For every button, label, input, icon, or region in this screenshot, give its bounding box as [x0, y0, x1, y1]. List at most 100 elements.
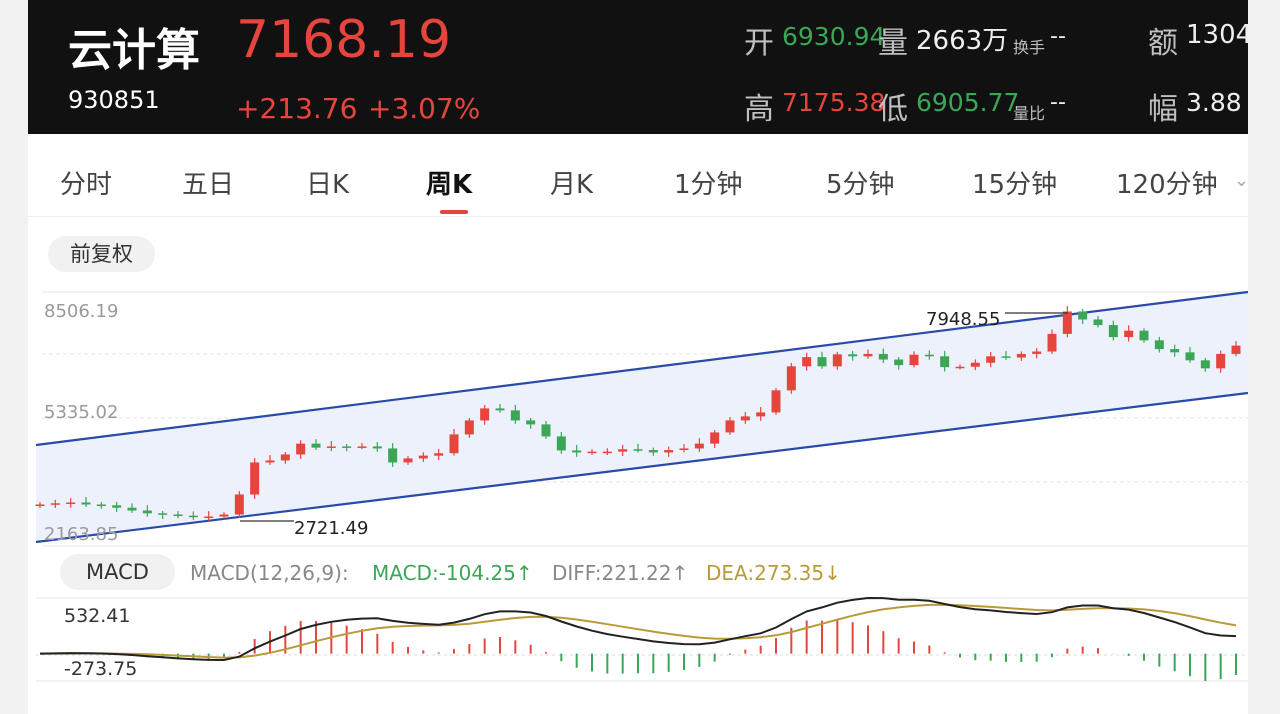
candle-body: [648, 450, 658, 453]
tab-120min[interactable]: 120分钟: [1116, 170, 1218, 200]
candle-body: [556, 436, 566, 451]
candle: [970, 359, 980, 371]
candle: [96, 502, 106, 509]
candle: [1200, 357, 1210, 372]
candle-body: [127, 507, 137, 511]
tab-weekly-k[interactable]: 周K: [426, 170, 473, 200]
candle: [234, 491, 244, 518]
quote-header: 云计算 7168.19 930851 +213.76 +3.07% 开 6930…: [28, 0, 1248, 134]
candle: [786, 362, 796, 394]
macd-indicator-button[interactable]: MACD: [60, 554, 175, 590]
candle: [188, 511, 198, 520]
candle-body: [81, 502, 91, 505]
tab-5min[interactable]: 5分钟: [826, 170, 895, 200]
candle: [648, 447, 658, 456]
candle: [464, 417, 474, 438]
macd-axis-top: 532.41: [64, 605, 130, 627]
index-code: 930851: [68, 86, 160, 114]
candle-body: [234, 494, 244, 515]
candle: [909, 351, 919, 368]
candle-body: [434, 453, 444, 456]
price-axis-top: 8506.19: [44, 301, 118, 322]
candle: [418, 452, 428, 462]
high-value: 7175.38: [782, 88, 886, 117]
candle-body: [572, 450, 582, 453]
price-axis-bottom: 2163.85: [44, 524, 118, 545]
tab-monthly-k[interactable]: 月K: [550, 170, 594, 200]
candle: [342, 444, 352, 452]
tab-1min[interactable]: 1分钟: [674, 170, 743, 200]
candle-body: [771, 390, 781, 413]
tab-five-day[interactable]: 五日: [182, 170, 235, 200]
candle: [602, 448, 612, 456]
candle-body: [1216, 353, 1226, 369]
candle-body: [526, 420, 536, 425]
candle: [848, 350, 858, 361]
candle-body: [372, 446, 382, 449]
candle-body: [802, 357, 812, 367]
candle: [265, 455, 275, 465]
candle: [526, 417, 536, 429]
candle-body: [894, 359, 904, 366]
candle: [725, 416, 735, 435]
candle: [35, 502, 45, 509]
tab-intraday[interactable]: 分时: [60, 170, 113, 200]
candle: [572, 445, 582, 457]
candle-body: [66, 502, 76, 505]
candle: [1154, 336, 1164, 353]
low-label: 低: [878, 92, 908, 127]
candle: [587, 449, 597, 455]
candle-body: [265, 460, 275, 463]
index-name: 云计算: [68, 25, 200, 76]
candle: [556, 432, 566, 454]
candle: [633, 443, 643, 453]
candle-body: [587, 451, 597, 454]
candle: [127, 503, 137, 513]
candle: [326, 441, 336, 452]
candle: [940, 350, 950, 372]
candle-body: [403, 458, 413, 463]
candle-body: [173, 514, 183, 517]
candle: [403, 456, 413, 465]
candle-body: [817, 357, 827, 367]
candle: [1216, 350, 1226, 373]
candle-body: [1001, 356, 1011, 358]
candle: [296, 440, 306, 459]
candle-body: [878, 353, 888, 360]
candle: [863, 349, 873, 359]
candle: [1139, 328, 1149, 343]
candle-body: [541, 424, 551, 437]
candle-body: [832, 354, 842, 367]
candle-body: [280, 454, 290, 461]
candle: [1108, 320, 1118, 341]
candle-body: [1093, 319, 1103, 326]
adjust-button[interactable]: 前复权: [48, 236, 155, 272]
candle: [1078, 309, 1088, 324]
candle-body: [1231, 345, 1241, 354]
low-value: 6905.77: [916, 88, 1020, 117]
candle: [1062, 306, 1072, 338]
tab-daily-k[interactable]: 日K: [306, 170, 350, 200]
candle: [219, 512, 229, 519]
candle: [250, 458, 260, 499]
candle-body: [924, 354, 934, 357]
macd-params: MACD(12,26,9):: [190, 561, 349, 585]
open-label: 开: [744, 26, 774, 61]
channel-upper-line: [35, 290, 1248, 447]
diff-value: DIFF:221.22↑: [552, 561, 688, 585]
candle: [204, 511, 214, 521]
chevron-down-icon[interactable]: ⌄: [1234, 170, 1248, 191]
vol-ratio-label: 量比: [1013, 104, 1046, 123]
kline-chart: 8506.19 5335.02 2163.85 7948.55 2721.49 …: [35, 290, 1248, 682]
candle-body: [694, 443, 704, 449]
candle: [495, 403, 505, 413]
tab-15min[interactable]: 15分钟: [972, 170, 1058, 200]
candle-body: [158, 513, 168, 515]
candle: [986, 351, 996, 368]
candle-body: [1016, 353, 1026, 358]
candle: [740, 411, 750, 424]
candle-body: [1185, 352, 1195, 361]
candle-body: [311, 443, 321, 448]
candle: [756, 406, 766, 421]
candle-body: [250, 462, 260, 495]
